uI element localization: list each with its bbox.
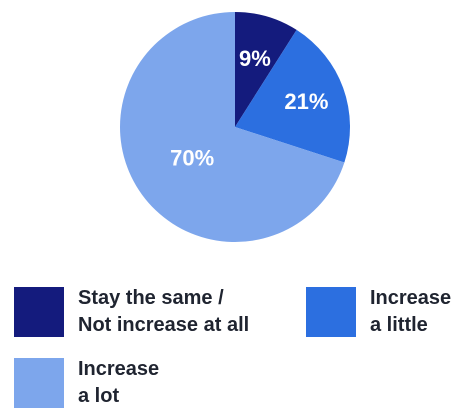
legend-label-increase-a-lot: Increase a lot (78, 356, 159, 410)
legend-label-line: a little (370, 314, 428, 336)
pie-chart: 9% 21% 70% (119, 12, 350, 243)
legend-item-increase-a-little: Increase a little (306, 287, 451, 339)
legend-swatch-increase-a-little (306, 287, 356, 337)
legend-item-increase-a-lot: Increase a lot (14, 358, 159, 410)
legend-label-line: Stay the same / (78, 287, 224, 309)
pie-slice-label: 70% (170, 146, 214, 171)
legend-swatch-increase-a-lot (14, 358, 64, 408)
legend-label-line: a lot (78, 385, 120, 407)
pie-slice-label: 21% (284, 89, 328, 114)
pie-slices (119, 12, 350, 243)
legend-label-line: Not increase at all (78, 314, 250, 336)
pie-slice-label: 9% (239, 46, 271, 71)
pie-slice (119, 12, 345, 243)
pie-slice-labels: 9% 21% 70% (170, 46, 328, 171)
pie-slice (235, 12, 297, 127)
legend-label-stay-the-same: Stay the same / Not increase at all (78, 285, 249, 339)
legend-label-line: Increase (370, 287, 452, 309)
legend-item-stay-the-same: Stay the same / Not increase at all (14, 287, 249, 339)
pie-slice (235, 29, 350, 163)
legend-label-line: Increase (78, 358, 160, 380)
legend-swatch-stay-the-same (14, 287, 64, 337)
legend-label-increase-a-little: Increase a little (370, 285, 451, 339)
